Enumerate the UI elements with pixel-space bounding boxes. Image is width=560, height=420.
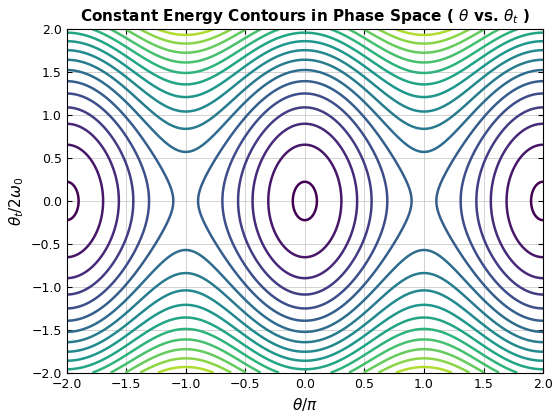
Title: Constant Energy Contours in Phase Space ( $\theta$ vs. $\theta_t$ ): Constant Energy Contours in Phase Space … — [80, 7, 530, 26]
Y-axis label: $\theta_t/2\omega_0$: $\theta_t/2\omega_0$ — [7, 176, 26, 226]
X-axis label: $\theta/\pi$: $\theta/\pi$ — [292, 396, 318, 413]
